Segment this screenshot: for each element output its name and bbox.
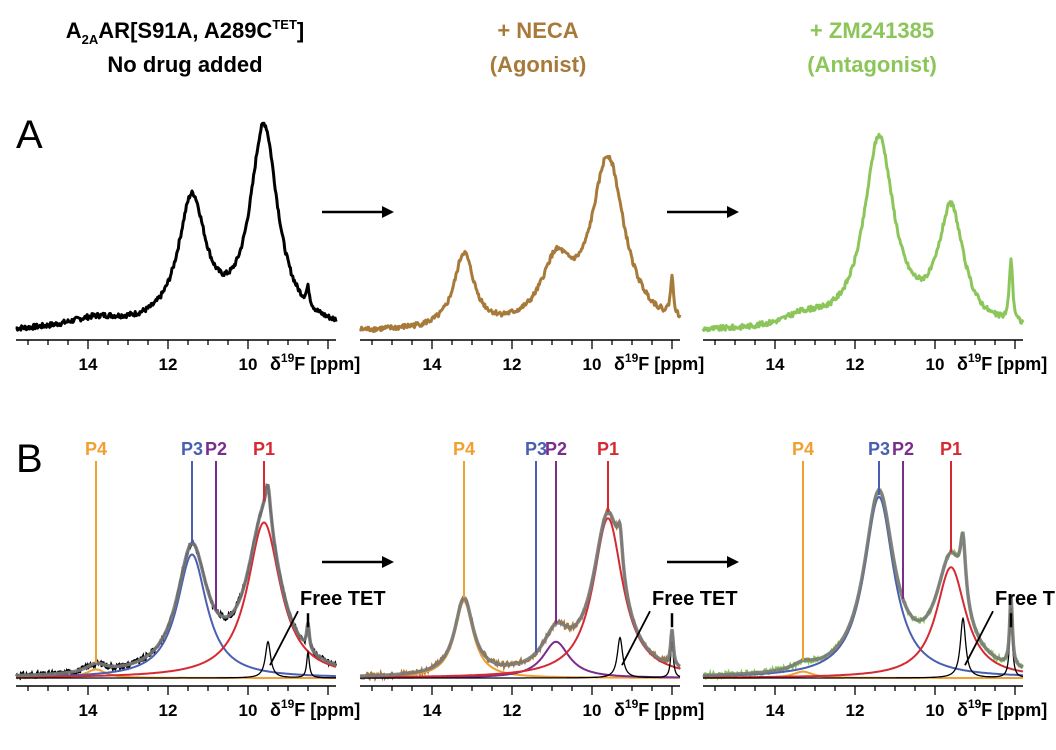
free-tet-pointer (964, 610, 994, 666)
free-tet-label: Free TET (995, 588, 1056, 610)
peak-label-p1: P1 (940, 439, 962, 459)
header-zm-line1: + ZM241385 (810, 18, 934, 43)
arrow-a1 (322, 206, 394, 218)
peak-label-p4: P4 (85, 439, 107, 459)
x-axis-label: δ19F [ppm] (957, 697, 1047, 720)
header-neca-line1: + NECA (497, 18, 578, 43)
x-axis-4: 14 12 10 δ19F [ppm] (360, 685, 704, 720)
peak-label-p2: P2 (205, 439, 227, 459)
x-tick-label: 12 (159, 355, 178, 374)
peak-label-p3: P3 (868, 439, 890, 459)
x-axis-1: 14 12 10 δ19F [ppm] (360, 339, 704, 374)
x-tick-label: 10 (239, 701, 258, 720)
peak-label-p2: P2 (545, 439, 567, 459)
x-tick-label: 12 (846, 701, 865, 720)
x-tick-label: 14 (766, 701, 785, 720)
x-tick-label: 14 (79, 355, 98, 374)
component-p1 (703, 566, 1024, 679)
panel-label-a: A (16, 113, 43, 157)
peak-label-p4: P4 (792, 439, 814, 459)
x-axis-label: δ19F [ppm] (614, 351, 704, 374)
component-free-tet (360, 636, 681, 679)
x-tick-label: 12 (503, 701, 522, 720)
component-p1 (360, 517, 681, 679)
peak-label-p3: P3 (181, 439, 203, 459)
x-axis-0: 14 12 10 δ19F [ppm] (16, 339, 360, 374)
x-axis-5: 14 12 10 δ19F [ppm] (703, 685, 1047, 720)
peak-label-p4: P4 (453, 439, 475, 459)
x-axis-label: δ19F [ppm] (270, 351, 360, 374)
spectrum-free (15, 121, 338, 332)
spectrum-neca (359, 154, 682, 333)
peak-label-p1: P1 (597, 439, 619, 459)
x-tick-label: 12 (846, 355, 865, 374)
peak-label-p2: P2 (892, 439, 914, 459)
x-tick-label: 14 (766, 355, 785, 374)
component-free-tet (703, 607, 1024, 679)
x-tick-label: 14 (423, 701, 442, 720)
x-tick-label: 10 (583, 701, 602, 720)
panel-label-b: B (16, 437, 43, 481)
peak-label-p1: P1 (253, 439, 275, 459)
component-p4 (360, 600, 680, 679)
arrow-a2 (667, 206, 739, 218)
x-tick-label: 12 (503, 355, 522, 374)
x-tick-label: 10 (926, 355, 945, 374)
x-tick-label: 14 (79, 701, 98, 720)
fit-total (360, 510, 681, 678)
x-tick-label: 14 (423, 355, 442, 374)
fit-total (16, 483, 337, 678)
component-free-tet (16, 640, 336, 679)
x-axis-2: 14 12 10 δ19F [ppm] (703, 339, 1047, 374)
free-tet-label: Free TET (300, 588, 386, 610)
free-tet-pointer (269, 610, 299, 666)
spectrum-zm (701, 132, 1025, 333)
header-free-line1: A2AAR[S91A, A289CTET] (66, 17, 304, 47)
header-neca-line2: (Agonist) (490, 52, 587, 77)
raw-neca-deconv (359, 507, 681, 683)
component-p3 (703, 495, 1023, 678)
x-axis-label: δ19F [ppm] (614, 697, 704, 720)
arrow-b2 (667, 556, 739, 568)
x-tick-label: 12 (159, 701, 178, 720)
x-axis-label: δ19F [ppm] (957, 351, 1047, 374)
free-tet-label: Free TET (652, 588, 738, 610)
x-tick-label: 10 (926, 701, 945, 720)
x-tick-label: 10 (239, 355, 258, 374)
raw-zm-deconv (702, 487, 1024, 681)
header-free-line2: No drug added (107, 52, 262, 77)
x-axis-3: 14 12 10 δ19F [ppm] (16, 685, 360, 720)
x-axis-label: δ19F [ppm] (270, 697, 360, 720)
free-tet-pointer (621, 610, 651, 666)
arrow-b1 (322, 556, 394, 568)
raw-free-deconv (15, 482, 337, 681)
x-tick-label: 10 (583, 355, 602, 374)
header-zm-line2: (Antagonist) (807, 52, 937, 77)
fit-total (703, 488, 1024, 678)
peak-label-p3: P3 (525, 439, 547, 459)
